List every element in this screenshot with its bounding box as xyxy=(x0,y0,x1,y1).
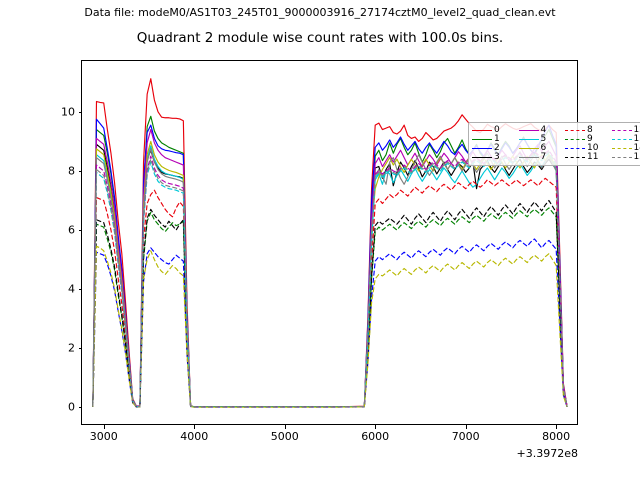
x-tick-mark xyxy=(194,425,196,429)
legend-label-8: 8 xyxy=(587,125,593,135)
plot-axes: 0481215913261014371115 xyxy=(78,60,640,425)
legend-row: 3 7 11 15 xyxy=(471,153,640,162)
legend-table: 0481215913261014371115 xyxy=(471,126,640,162)
legend-entry-2[interactable]: 2 xyxy=(471,144,518,153)
x-tick-label: 8000 xyxy=(542,430,571,443)
legend-label-14: 14 xyxy=(633,143,640,153)
legend-label-4: 4 xyxy=(540,125,547,135)
series-line-8 xyxy=(92,177,568,408)
legend-line-swatch-6 xyxy=(518,145,539,153)
y-tick-mark xyxy=(78,170,82,172)
legend-line-swatch-13 xyxy=(611,136,632,144)
legend-label-3: 3 xyxy=(494,152,500,162)
x-axis: +3.3972e8 3000 4000 5000 6000 7000 8000 xyxy=(81,425,578,475)
y-tick-label: 4 xyxy=(68,282,75,296)
legend-entry-12[interactable]: 12 xyxy=(611,126,640,135)
x-tick-label: 6000 xyxy=(361,430,390,443)
legend-entry-7[interactable]: 7 xyxy=(518,153,565,162)
legend-line-swatch-0 xyxy=(472,127,492,135)
legend-line-swatch-1 xyxy=(472,136,492,144)
y-tick-mark xyxy=(78,407,82,409)
y-tick-mark xyxy=(78,111,82,113)
y-axis: 0 2 4 6 8 10 xyxy=(41,60,81,425)
y-tick-label: 0 xyxy=(68,400,75,414)
legend-entry-0[interactable]: 0 xyxy=(471,126,518,135)
legend-label-1: 1 xyxy=(494,134,500,144)
legend-line-swatch-11 xyxy=(565,154,585,162)
legend-line-swatch-7 xyxy=(518,154,539,162)
y-tick-label: 8 xyxy=(68,164,75,178)
data-file-suptitle: Data file: modeM0/AS1T03_245T01_90000039… xyxy=(84,6,556,19)
series-line-13 xyxy=(92,152,568,408)
legend-line-swatch-14 xyxy=(611,145,632,153)
legend-entry-5[interactable]: 5 xyxy=(518,135,565,144)
x-tick-label: 5000 xyxy=(270,430,299,443)
legend-line-swatch-3 xyxy=(472,154,492,162)
legend-row: 1 5 9 13 xyxy=(471,135,640,144)
legend-label-11: 11 xyxy=(587,152,599,162)
legend-row: 2 6 10 14 xyxy=(471,144,640,153)
y-tick-mark xyxy=(78,289,82,291)
legend-line-swatch-8 xyxy=(565,127,585,135)
legend-entry-11[interactable]: 11 xyxy=(564,153,611,162)
y-tick-mark xyxy=(78,348,82,350)
x-tick-mark xyxy=(556,425,558,429)
x-tick-label: 4000 xyxy=(180,430,209,443)
series-line-9 xyxy=(92,207,568,408)
x-tick-mark xyxy=(375,425,377,429)
legend-entry-10[interactable]: 10 xyxy=(564,144,611,153)
legend-label-0: 0 xyxy=(494,125,500,135)
legend-label-2: 2 xyxy=(494,143,500,153)
y-tick-label: 2 xyxy=(68,341,75,355)
legend-entry-9[interactable]: 9 xyxy=(564,135,611,144)
legend-entry-8[interactable]: 8 xyxy=(564,126,611,135)
series-line-7 xyxy=(92,148,568,408)
legend-entry-13[interactable]: 13 xyxy=(611,135,640,144)
legend-line-swatch-10 xyxy=(565,145,585,153)
legend-line-swatch-12 xyxy=(611,127,632,135)
series-line-12 xyxy=(92,149,568,408)
series-line-10 xyxy=(92,238,568,408)
x-tick-mark xyxy=(284,425,286,429)
series-line-11 xyxy=(92,199,568,408)
x-tick-mark xyxy=(103,425,105,429)
legend-label-12: 12 xyxy=(633,125,640,135)
series-line-3 xyxy=(92,143,568,408)
y-tick-label: 10 xyxy=(61,105,75,119)
legend-entry-15[interactable]: 15 xyxy=(611,153,640,162)
x-axis-offset-label: +3.3972e8 xyxy=(516,447,578,460)
legend-entry-4[interactable]: 4 xyxy=(518,126,565,135)
legend-entry-14[interactable]: 14 xyxy=(611,144,640,153)
legend-line-swatch-2 xyxy=(472,145,492,153)
legend-line-swatch-15 xyxy=(611,154,632,162)
series-line-14 xyxy=(92,245,568,408)
series-legend[interactable]: 0481215913261014371115 xyxy=(468,122,640,166)
x-tick-label: 3000 xyxy=(89,430,118,443)
y-tick-mark xyxy=(78,230,82,232)
line-chart-canvas xyxy=(92,78,568,408)
legend-row: 0 4 8 12 xyxy=(471,126,640,135)
legend-line-swatch-4 xyxy=(518,127,539,135)
legend-label-5: 5 xyxy=(540,134,547,144)
legend-line-swatch-9 xyxy=(565,136,585,144)
legend-label-10: 10 xyxy=(587,143,599,153)
legend-label-7: 7 xyxy=(540,152,547,162)
series-line-15 xyxy=(92,151,568,408)
x-tick-label: 7000 xyxy=(451,430,480,443)
legend-label-15: 15 xyxy=(633,152,640,162)
y-tick-label: 6 xyxy=(68,223,75,237)
x-tick-mark xyxy=(465,425,467,429)
legend-label-9: 9 xyxy=(587,134,593,144)
plot-title: Quadrant 2 module wise count rates with … xyxy=(136,30,504,46)
legend-label-6: 6 xyxy=(540,143,547,153)
legend-entry-6[interactable]: 6 xyxy=(518,144,565,153)
legend-entry-3[interactable]: 3 xyxy=(471,153,518,162)
legend-entry-1[interactable]: 1 xyxy=(471,135,518,144)
legend-line-swatch-5 xyxy=(518,136,539,144)
legend-label-13: 13 xyxy=(633,134,640,144)
